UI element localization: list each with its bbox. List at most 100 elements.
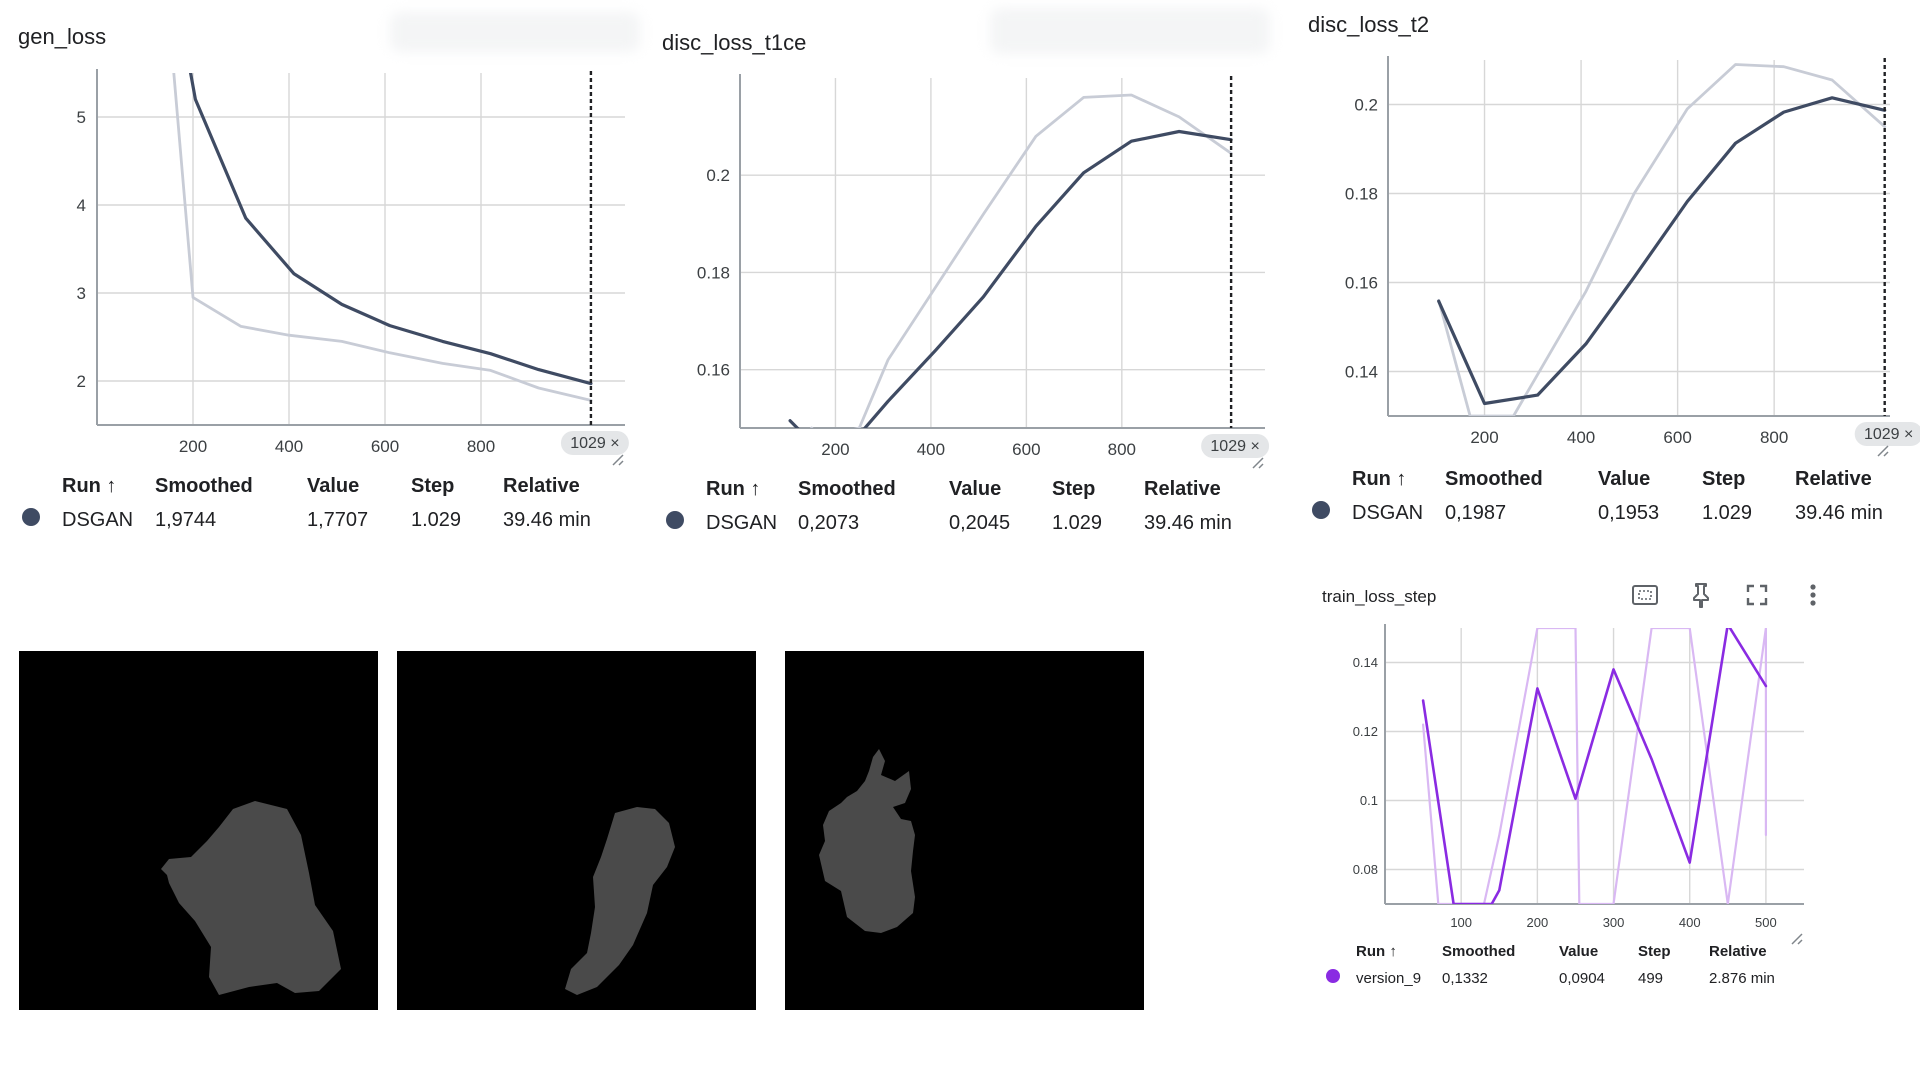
y-tick-label: 0.14 <box>1353 655 1378 670</box>
x-tick-label: 600 <box>1012 440 1040 459</box>
run-color-dot <box>1312 501 1330 519</box>
pin-icon[interactable] <box>1686 580 1716 610</box>
blurred-header-area-2 <box>990 8 1270 54</box>
col-step[interactable]: Step <box>411 475 455 497</box>
step-value: 1.029 <box>411 508 462 531</box>
y-tick-label: 0.12 <box>1353 724 1378 739</box>
step-cursor-chip[interactable] <box>560 431 629 455</box>
x-tick-label: 800 <box>467 437 495 456</box>
step-cursor-chip[interactable] <box>1201 434 1270 458</box>
y-tick-label: 0.1 <box>1360 793 1378 808</box>
y-tick-label: 0.18 <box>697 263 730 282</box>
x-tick-label: 600 <box>1663 428 1691 447</box>
x-tick-label: 400 <box>917 440 945 459</box>
smoothed-series-line[interactable] <box>788 129 1233 443</box>
col-smoothed[interactable]: Smoothed <box>1442 943 1516 960</box>
y-tick-label: 3 <box>77 284 86 303</box>
x-tick-label: 500 <box>1755 915 1777 930</box>
step-value: 1.029 <box>1702 501 1753 524</box>
x-tick-label: 300 <box>1603 915 1625 930</box>
run-name: DSGAN <box>62 508 134 531</box>
x-tick-label: 200 <box>1527 915 1549 930</box>
resize-handle-icon[interactable] <box>1791 933 1803 945</box>
step-cursor-chip-label[interactable]: 1029 × <box>1864 426 1913 443</box>
run-color-dot <box>666 511 684 529</box>
col-relative[interactable]: Relative <box>503 475 580 497</box>
x-tick-label: 400 <box>1567 428 1595 447</box>
y-tick-label: 0.2 <box>706 166 730 185</box>
raw-series-line[interactable] <box>172 73 593 402</box>
raw-value: 0,0904 <box>1559 969 1605 987</box>
col-run[interactable]: Run ↑ <box>706 478 761 500</box>
run-name: version_9 <box>1356 969 1422 987</box>
step-cursor-chip-label[interactable]: 1029 × <box>1210 438 1259 455</box>
smoothed-series-line[interactable] <box>1421 625 1768 905</box>
x-tick-label: 200 <box>821 440 849 459</box>
resize-handle-icon[interactable] <box>1877 445 1889 457</box>
chart-title: gen_loss <box>18 24 107 49</box>
relative-time: 2.876 min <box>1709 969 1775 987</box>
col-run[interactable]: Run ↑ <box>1356 943 1397 960</box>
step-value: 1.029 <box>1052 511 1103 534</box>
raw-series-line[interactable] <box>1437 63 1887 417</box>
step-cursor-chip-label[interactable]: 1029 × <box>570 435 619 452</box>
x-tick-label: 100 <box>1450 915 1472 930</box>
relative-time: 39.46 min <box>503 508 591 531</box>
fit-domain-icon[interactable] <box>1630 580 1660 610</box>
col-step[interactable]: Step <box>1702 468 1746 490</box>
col-relative[interactable]: Relative <box>1144 478 1221 500</box>
col-run[interactable]: Run ↑ <box>1352 468 1407 490</box>
smoothed-series-line[interactable] <box>1437 96 1887 406</box>
col-smoothed[interactable]: Smoothed <box>155 475 253 497</box>
col-step[interactable]: Step <box>1052 478 1096 500</box>
y-tick-label: 0.14 <box>1345 362 1378 381</box>
fullscreen-icon[interactable] <box>1742 580 1772 610</box>
mask-image-2 <box>397 651 756 1010</box>
run-name: DSGAN <box>1352 501 1424 524</box>
blurred-header-area-1 <box>390 12 640 52</box>
mask-image-3 <box>785 651 1144 1010</box>
raw-series-line[interactable] <box>1421 628 1768 904</box>
run-table: Run ↑ Smoothed Value Step Relative DSGAN… <box>22 475 591 542</box>
run-name: DSGAN <box>706 511 778 534</box>
step-value: 499 <box>1638 969 1664 987</box>
smoothed-series-line[interactable] <box>189 73 593 386</box>
chart-title: disc_loss_t1ce <box>662 30 807 55</box>
y-tick-label: 5 <box>77 108 86 127</box>
x-tick-label: 400 <box>275 437 303 456</box>
run-table: Run ↑ Smoothed Value Step Relative versi… <box>1326 943 1775 996</box>
raw-series-line[interactable] <box>810 93 1233 438</box>
col-value[interactable]: Value <box>307 475 360 497</box>
card-toolbar <box>1630 580 1828 610</box>
gen-loss-chart[interactable]: 200 400 600 800 2 3 4 5 1029 × <box>0 0 650 466</box>
x-tick-label: 800 <box>1760 428 1788 447</box>
col-run[interactable]: Run ↑ <box>62 475 117 497</box>
smoothed-value: 0,2073 <box>798 511 860 534</box>
resize-handle-icon[interactable] <box>612 454 624 466</box>
mask-image-1 <box>19 651 378 1010</box>
col-relative[interactable]: Relative <box>1795 468 1872 490</box>
run-color-dot <box>22 508 40 526</box>
col-step[interactable]: Step <box>1638 943 1671 960</box>
y-tick-label: 0.18 <box>1345 184 1378 203</box>
col-value[interactable]: Value <box>1598 468 1651 490</box>
col-value[interactable]: Value <box>949 478 1002 500</box>
col-value[interactable]: Value <box>1559 943 1599 960</box>
run-color-dot <box>1326 969 1340 983</box>
chart-title: disc_loss_t2 <box>1308 12 1430 37</box>
chart-title: train_loss_step <box>1322 587 1437 606</box>
smoothed-value: 1,9744 <box>155 508 217 531</box>
smoothed-value: 0,1332 <box>1442 969 1488 987</box>
more-vert-icon[interactable] <box>1798 580 1828 610</box>
y-tick-label: 0.16 <box>697 361 730 380</box>
col-smoothed[interactable]: Smoothed <box>798 478 896 500</box>
col-relative[interactable]: Relative <box>1709 943 1767 960</box>
gen-loss-card: gen_loss 200 400 600 800 2 3 4 5 1029 × Run ↑ Sm… <box>0 0 650 560</box>
x-tick-label: 600 <box>371 437 399 456</box>
relative-time: 39.46 min <box>1795 501 1883 524</box>
raw-value: 1,7707 <box>307 508 369 531</box>
step-cursor-chip[interactable] <box>1854 422 1920 446</box>
col-smoothed[interactable]: Smoothed <box>1445 468 1543 490</box>
resize-handle-icon[interactable] <box>1252 457 1264 469</box>
y-tick-label: 2 <box>77 372 86 391</box>
